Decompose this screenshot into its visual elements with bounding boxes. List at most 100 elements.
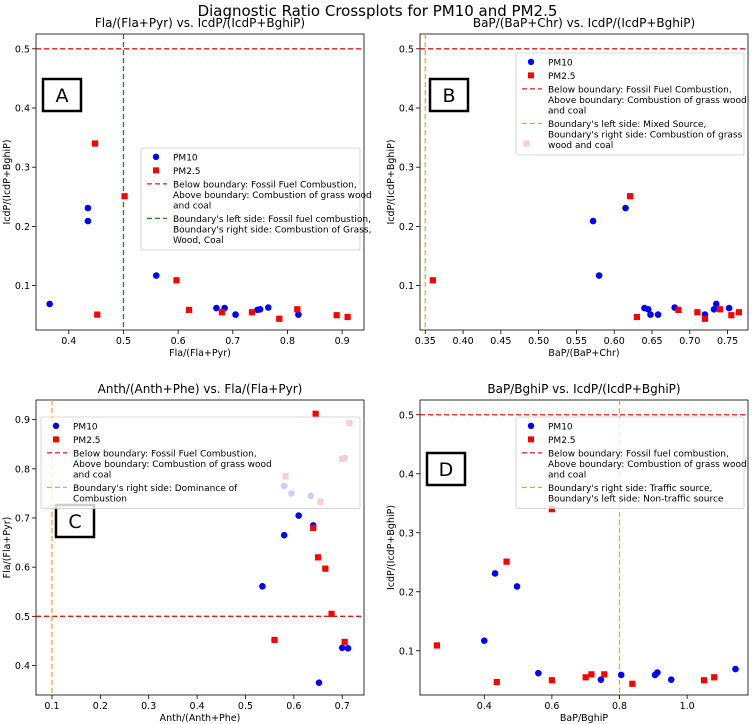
pm25-point	[271, 636, 278, 644]
pm10-point	[710, 305, 718, 313]
legend-label: and coal	[73, 471, 111, 481]
y-tick-label: 0.4	[15, 104, 30, 115]
legend-label: Above boundary: Combustion of grass wood	[548, 96, 747, 106]
legend-label: Above boundary: Combustion of grass wood	[73, 460, 272, 470]
y-axis-label: IcdP/(IcdP+BghiP)	[386, 139, 397, 224]
y-tick-label: 0.2	[15, 222, 30, 233]
y-tick-label: 0.4	[15, 661, 30, 672]
x-tick-label: 1.0	[680, 701, 695, 712]
legend-box	[40, 416, 361, 509]
pm25-point	[582, 674, 589, 681]
chart-panel-a: Fla/(Fla+Pyr) vs. IcdP/(IcdP+BghiP) 0.4 0.…	[2, 16, 372, 359]
panel-badge-label: A	[56, 85, 69, 107]
x-tick-label: 0.2	[93, 701, 108, 712]
pm10-point	[46, 300, 53, 308]
legend-label: Above boundary: Combustion of grass wood	[548, 460, 747, 470]
pm25-point	[314, 554, 322, 561]
panel-badge-label: B	[442, 85, 455, 107]
legend: PM10 PM2.5 Below boundary: Fossil Fuel Com…	[40, 416, 361, 509]
pm25-point	[173, 277, 180, 284]
x-tick-label: 0.35	[415, 336, 436, 347]
pm10-point	[344, 644, 352, 652]
pm10-point	[595, 272, 603, 279]
legend-label: Above boundary: Combustion of grass wood	[173, 191, 372, 201]
x-tick-label: 0.55	[566, 336, 587, 347]
pm25-point	[711, 674, 718, 681]
y-tick-label: 0.2	[399, 222, 414, 233]
legend-label: Boundary's right side: Combustion of gra…	[548, 131, 743, 141]
pm25-point	[344, 313, 351, 321]
x-axis-label: BaP/BghiP	[560, 713, 608, 724]
legend-label: Boundary's left side: Mixed Source,	[548, 120, 706, 130]
legend-pm25-marker	[528, 436, 534, 443]
legend-box	[140, 147, 361, 251]
pm25-point	[248, 309, 256, 316]
pm10-point	[84, 204, 92, 212]
y-tick-label: 0.3	[399, 528, 414, 539]
x-tick-label: 0.4	[190, 701, 205, 712]
legend-label: Boundary's right side: Traffic source,	[548, 484, 712, 494]
legend-label: Boundary's left side: Non-traffic source	[548, 495, 724, 505]
panel-badge-box	[428, 77, 470, 113]
panel-badge: B	[428, 77, 470, 113]
pm10-point	[259, 583, 266, 590]
pm10-point	[295, 512, 302, 519]
pm10-point	[644, 305, 652, 313]
pm25-point	[433, 642, 441, 649]
pm10-point	[667, 676, 675, 683]
legend: PM10 PM2.5 Below boundary: Fossil Fuel Com…	[140, 147, 372, 251]
chart-title: BaP/BghiP vs. IcdP/(IcdP+BghiP)	[487, 382, 680, 396]
panel-badge-box	[41, 77, 83, 113]
x-tick-label: 0.3	[141, 701, 156, 712]
y-tick-label: 0.1	[399, 281, 414, 292]
x-tick-label: 0.6	[544, 701, 559, 712]
pm10-point	[597, 676, 605, 683]
legend-label: and coal	[548, 107, 586, 117]
legend-box	[515, 416, 745, 509]
pm25-point	[716, 306, 724, 313]
panel-badge-label: D	[439, 459, 454, 481]
panel-badge: C	[54, 503, 96, 539]
legend-box	[515, 52, 745, 156]
x-axis-label: Fla/(Fla+Pyr)	[169, 348, 231, 359]
y-tick-label: 0.9	[15, 415, 30, 426]
chart-panel-d: BaP/BghiP vs. IcdP/(IcdP+BghiP) 0.4 0.6 0.8…	[386, 382, 749, 724]
legend-pm10-marker	[52, 422, 60, 430]
pm25-point	[310, 524, 317, 531]
y-tick-label: 0.8	[15, 464, 30, 475]
pm10-point	[338, 644, 346, 652]
pm10-point	[589, 217, 597, 225]
panel-badge: D	[425, 451, 467, 487]
x-tick-label: 0.6	[286, 701, 301, 712]
pm25-point	[700, 677, 708, 684]
y-tick-label: 0.4	[399, 104, 414, 115]
pm25-point	[503, 558, 510, 565]
y-tick-label: 0.3	[15, 163, 30, 174]
pm10-point	[535, 669, 542, 677]
pm25-point	[328, 610, 335, 617]
legend-label: Below boundary: Fossil fuel combustion,	[548, 450, 729, 460]
x-tick-label: 0.4	[477, 701, 492, 712]
legend-label: Below boundary: Fossil Fuel Combustion,	[548, 86, 732, 96]
y-tick-label: 0.5	[15, 44, 30, 55]
legend-label: PM2.5	[548, 436, 576, 446]
pm25-point	[629, 680, 636, 687]
x-tick-label: 0.9	[335, 336, 350, 347]
chart-panel-c: Anth/(Anth+Phe) vs. Fla/(Fla+Pyr) 0.1 0.2 0…	[2, 382, 365, 724]
pm25-point	[701, 315, 709, 322]
pm25-point	[294, 306, 301, 313]
pm25-point	[675, 306, 682, 313]
legend-pm10-marker	[527, 422, 535, 430]
x-tick-label: 0.60	[604, 336, 625, 347]
x-tick-label: 0.8	[280, 336, 295, 347]
legend: PM10 PM2.5 Below boundary: Fossil fuel com…	[515, 416, 747, 509]
y-tick-label: 0.6	[15, 563, 30, 574]
pm10-point	[732, 665, 739, 673]
pm25-point	[627, 193, 634, 200]
x-axis-label: BaP/(BaP+Chr)	[548, 348, 619, 359]
legend-label: PM2.5	[548, 72, 576, 82]
legend-pm10-marker	[152, 153, 160, 161]
chart-title: Anth/(Anth+Phe) vs. Fla/(Fla+Pyr)	[98, 382, 303, 396]
pm25-point	[694, 309, 701, 316]
legend-pm10-marker	[527, 58, 535, 66]
